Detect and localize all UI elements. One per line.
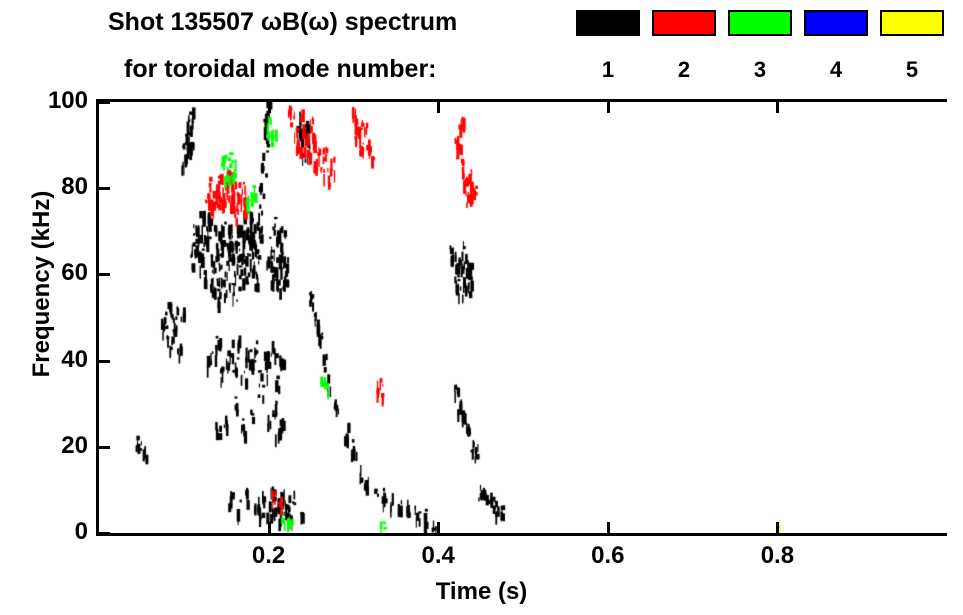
legend-swatch-4	[804, 10, 868, 36]
legend-swatch-3	[728, 10, 792, 36]
y-tick	[99, 445, 110, 449]
legend: 1 2 3 4 5	[576, 10, 956, 100]
x-tick	[606, 522, 610, 533]
legend-label-5: 5	[905, 57, 919, 82]
x-tick-label: 0.2	[251, 542, 286, 569]
legend-label-2: 2	[677, 57, 691, 82]
y-tick	[99, 359, 110, 363]
x-tick-top	[606, 102, 610, 113]
y-tick	[99, 187, 110, 191]
x-tick-label: 0.8	[760, 542, 795, 569]
legend-swatch-2	[652, 10, 716, 36]
y-tick	[99, 101, 110, 104]
x-tick-top	[776, 102, 780, 113]
y-tick-label: 60	[61, 259, 88, 287]
spectrum-canvas	[99, 102, 944, 533]
legend-swatch-1	[576, 10, 640, 36]
y-tick-label: 20	[61, 431, 88, 459]
legend-label-4: 4	[829, 57, 843, 82]
x-tick-top	[267, 102, 271, 113]
y-tick	[99, 273, 110, 277]
x-tick-label: 0.4	[421, 542, 455, 569]
x-tick	[776, 522, 780, 533]
y-tick-label: 40	[61, 345, 88, 373]
legend-swatch-5	[880, 10, 944, 36]
plot-area	[96, 99, 947, 536]
y-axis-title: Frequency (kHz)	[28, 190, 55, 378]
y-tick-label: 100	[47, 87, 88, 114]
legend-label-1: 1	[601, 57, 615, 82]
x-tick-top	[437, 102, 441, 113]
x-tick	[437, 522, 441, 533]
y-tick-label: 0	[74, 518, 88, 545]
chart-title-line1-text: Shot 135507 ωB(ω) spectrum	[108, 8, 458, 36]
y-tick-label: 80	[61, 173, 88, 201]
x-tick	[267, 522, 271, 533]
x-tick-label: 0.6	[591, 542, 625, 569]
x-axis-title: Time (s)	[435, 578, 528, 605]
y-tick	[99, 532, 110, 535]
chart-title-line2: for toroidal mode number:	[124, 55, 437, 83]
legend-label-3: 3	[753, 57, 767, 82]
